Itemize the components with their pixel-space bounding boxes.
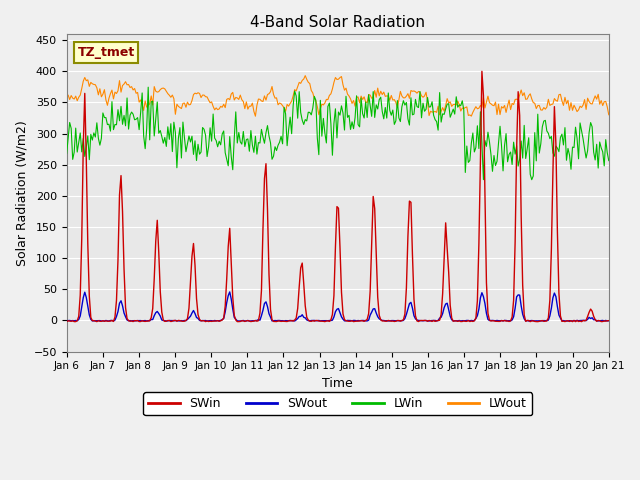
X-axis label: Time: Time — [323, 377, 353, 390]
Y-axis label: Solar Radiation (W/m2): Solar Radiation (W/m2) — [15, 120, 28, 265]
Title: 4-Band Solar Radiation: 4-Band Solar Radiation — [250, 15, 425, 30]
Text: TZ_tmet: TZ_tmet — [77, 46, 135, 59]
Legend: SWin, SWout, LWin, LWout: SWin, SWout, LWin, LWout — [143, 392, 532, 415]
